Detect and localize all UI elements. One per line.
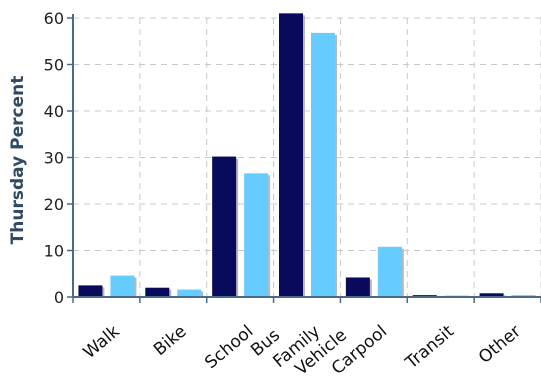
y-tick-label: 0 bbox=[54, 288, 64, 307]
bar bbox=[279, 13, 303, 297]
y-axis-title: Thursday Percent bbox=[8, 76, 28, 245]
y-tick-label: 50 bbox=[44, 56, 64, 75]
bar bbox=[110, 275, 135, 297]
bar bbox=[212, 156, 237, 297]
bar bbox=[145, 287, 170, 297]
axes bbox=[67, 14, 541, 303]
bar bbox=[244, 173, 269, 297]
y-tick-label: 30 bbox=[44, 149, 64, 168]
grid-lines bbox=[73, 17, 541, 297]
y-tick-label: 60 bbox=[44, 9, 64, 28]
x-category-label: Walk bbox=[80, 321, 124, 363]
y-tick-label: 20 bbox=[44, 195, 64, 214]
x-category-label: Other bbox=[475, 322, 525, 368]
bar bbox=[177, 289, 202, 297]
bars bbox=[78, 13, 536, 297]
y-tick-label: 10 bbox=[44, 242, 64, 261]
x-category-label: SchoolBus bbox=[201, 310, 284, 377]
bar bbox=[311, 32, 335, 297]
bar bbox=[377, 246, 402, 297]
y-tick-labels: 0 10 20 30 40 50 60 bbox=[44, 9, 64, 307]
bar bbox=[479, 293, 504, 297]
y-tick-label: 40 bbox=[44, 102, 64, 121]
x-category-label: Transit bbox=[401, 321, 458, 373]
bar bbox=[78, 285, 103, 297]
bar bbox=[345, 277, 370, 297]
x-category-label: Bike bbox=[150, 322, 191, 361]
